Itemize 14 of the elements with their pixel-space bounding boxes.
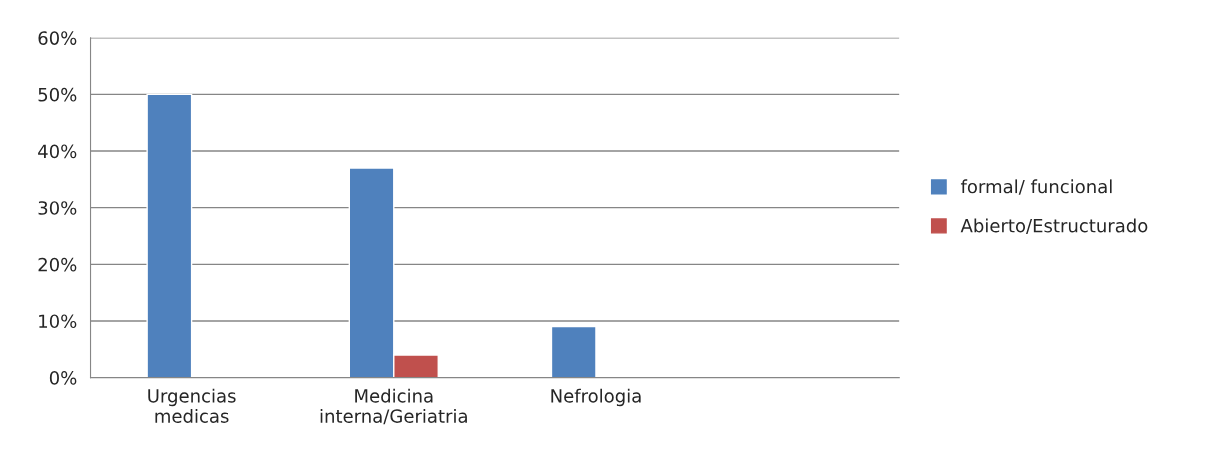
- x-tick-label: Urgencias medicas: [148, 388, 236, 423]
- bar: [146, 93, 193, 378]
- legend-label: Abierto/Estructurado: [960, 218, 1148, 234]
- y-tick-label: 60%: [38, 31, 77, 45]
- legend-label: formal/ funcional: [960, 179, 1112, 195]
- bar: [550, 325, 597, 378]
- y-tick-label: 10%: [39, 314, 77, 329]
- y-tick-label: 30%: [38, 201, 77, 215]
- y-tick-label: 50%: [38, 87, 77, 102]
- y-tick-label: 0%: [49, 371, 77, 385]
- x-tick-label: Nefrologia: [551, 388, 641, 407]
- x-tick-label: Medicina interna/Geriatria: [320, 388, 467, 425]
- y-tick-label: 40%: [38, 144, 77, 159]
- y-tick-label: 20%: [38, 257, 77, 272]
